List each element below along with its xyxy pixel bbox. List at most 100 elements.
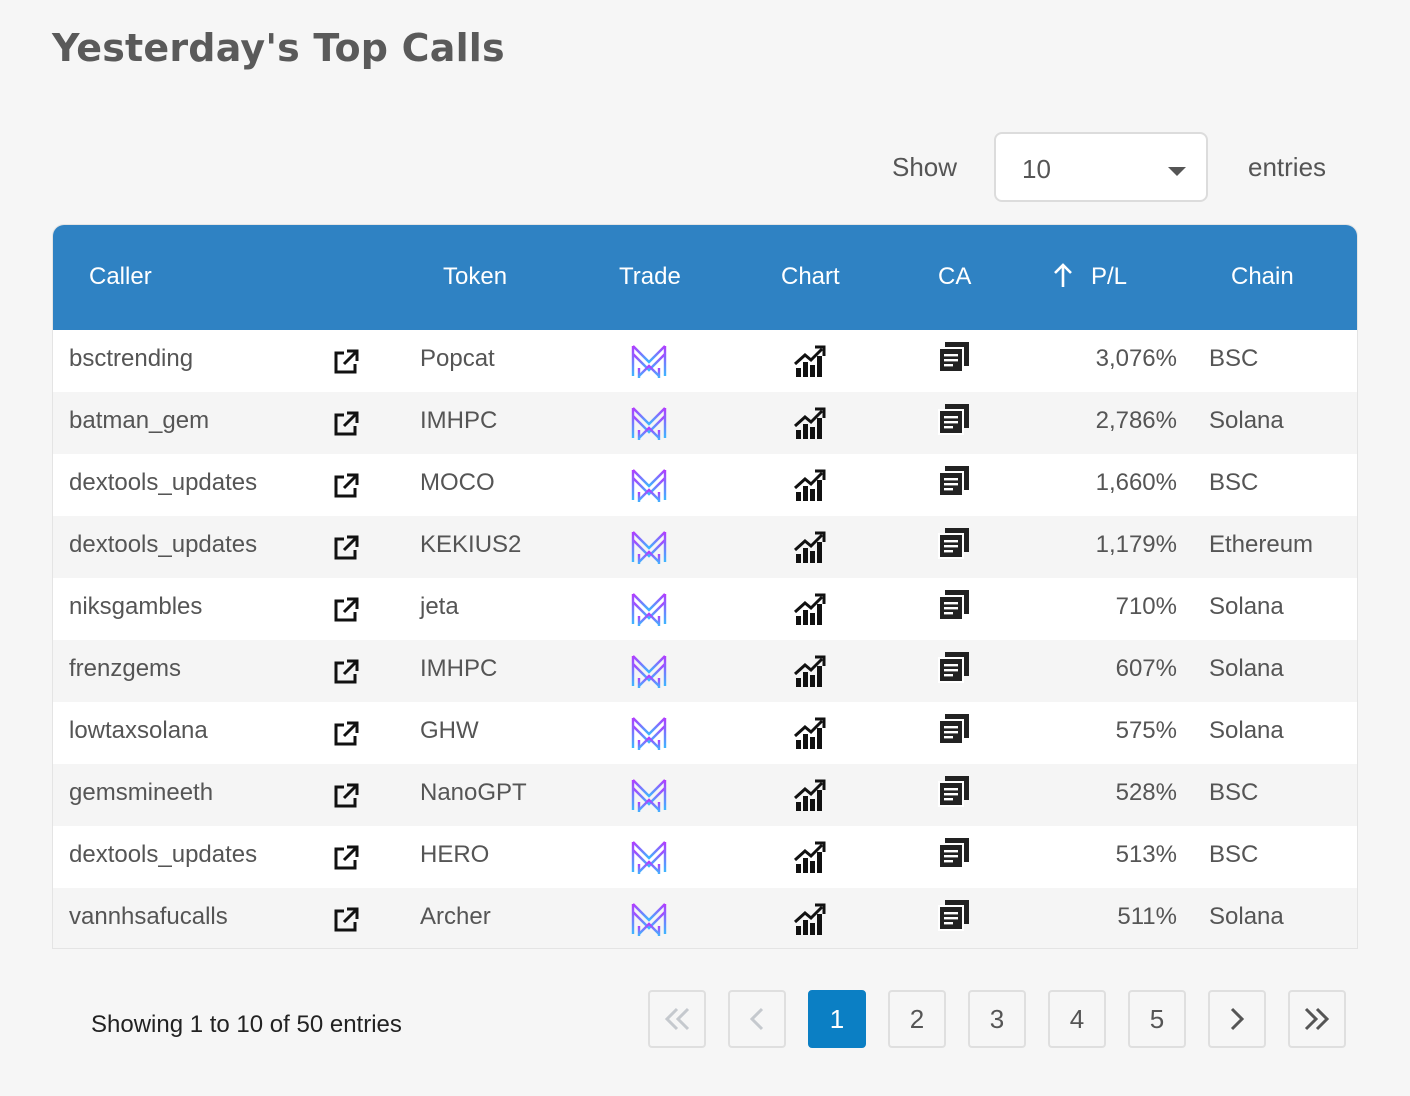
prev-page-button[interactable] (728, 990, 786, 1048)
copy-icon[interactable] (937, 774, 971, 813)
header-ca[interactable]: CA (938, 263, 972, 290)
next-page-icon (1230, 1007, 1245, 1031)
token-name: MOCO (420, 469, 495, 496)
header-token[interactable]: Token (443, 263, 508, 290)
trade-logo-icon[interactable] (629, 838, 669, 881)
trade-logo-icon[interactable] (629, 466, 669, 509)
caller-name: dextools_updates (69, 469, 258, 496)
caller-name: vannhsafucalls (69, 903, 228, 930)
external-link-icon[interactable] (332, 410, 360, 443)
first-page-button[interactable] (648, 990, 706, 1048)
pl-value: 1,179% (1095, 531, 1177, 558)
last-page-icon (1304, 1007, 1330, 1031)
external-link-icon[interactable] (332, 782, 360, 815)
token-name: IMHPC (420, 407, 498, 434)
table-row: vannhsafucalls Archer 511% Solana (53, 888, 1357, 948)
token-name: GHW (420, 717, 479, 744)
page-button-2[interactable]: 2 (888, 990, 946, 1048)
chart-growth-icon[interactable] (793, 654, 827, 693)
external-link-icon[interactable] (332, 348, 360, 381)
chain-name: BSC (1209, 345, 1259, 372)
trade-logo-icon[interactable] (629, 652, 669, 695)
external-link-icon[interactable] (332, 472, 360, 505)
token-name: NanoGPT (420, 779, 527, 806)
show-label: Show (892, 152, 958, 182)
copy-icon[interactable] (937, 340, 971, 379)
pagination-info: Showing 1 to 10 of 50 entries (91, 1011, 402, 1038)
first-page-icon (664, 1007, 690, 1031)
external-link-icon[interactable] (332, 844, 360, 877)
external-link-icon[interactable] (332, 720, 360, 753)
copy-icon[interactable] (937, 588, 971, 627)
page-button-4[interactable]: 4 (1048, 990, 1106, 1048)
table-row: dextools_updates MOCO 1,660% BSC (53, 454, 1357, 516)
table-row: dextools_updates HERO 513% BSC (53, 826, 1357, 888)
trade-logo-icon[interactable] (629, 404, 669, 447)
chain-name: Ethereum (1209, 531, 1314, 558)
header-caller[interactable]: Caller (89, 263, 152, 290)
pl-value: 528% (1115, 779, 1177, 806)
page-button-3[interactable]: 3 (968, 990, 1026, 1048)
pl-value: 1,660% (1095, 469, 1177, 496)
pl-value: 2,786% (1095, 407, 1177, 434)
trade-logo-icon[interactable] (629, 342, 669, 385)
trade-logo-icon[interactable] (629, 590, 669, 633)
external-link-icon[interactable] (332, 658, 360, 691)
chain-name: BSC (1209, 841, 1259, 868)
last-page-button[interactable] (1288, 990, 1346, 1048)
copy-icon[interactable] (937, 836, 971, 875)
chain-name: Solana (1209, 903, 1284, 930)
external-link-icon[interactable] (332, 534, 360, 567)
copy-icon[interactable] (937, 402, 971, 441)
token-name: Archer (420, 903, 491, 930)
header-trade[interactable]: Trade (619, 263, 681, 290)
copy-icon[interactable] (937, 712, 971, 751)
chain-name: Solana (1209, 717, 1284, 744)
next-page-button[interactable] (1208, 990, 1266, 1048)
chart-growth-icon[interactable] (793, 530, 827, 569)
table-row: batman_gem IMHPC 2,786% Solana (53, 392, 1357, 454)
caret-down-icon (1168, 167, 1186, 176)
pl-value: 513% (1115, 841, 1177, 868)
chart-growth-icon[interactable] (793, 468, 827, 507)
chain-name: Solana (1209, 593, 1284, 620)
entries-per-page-select[interactable]: 10 (994, 132, 1208, 202)
chart-growth-icon[interactable] (793, 344, 827, 383)
caller-name: lowtaxsolana (69, 717, 208, 744)
chain-name: BSC (1209, 469, 1259, 496)
table-row: niksgambles jeta 710% Solana (53, 578, 1357, 640)
page-button-5[interactable]: 5 (1128, 990, 1186, 1048)
external-link-icon[interactable] (332, 906, 360, 939)
pl-value: 575% (1115, 717, 1177, 744)
entries-label: entries (1248, 152, 1327, 182)
header-chart[interactable]: Chart (781, 263, 840, 290)
copy-icon[interactable] (937, 650, 971, 689)
header-chain[interactable]: Chain (1231, 263, 1294, 290)
token-name: Popcat (420, 345, 495, 372)
page-button-1[interactable]: 1 (808, 990, 866, 1048)
arrow-up-icon[interactable] (1052, 263, 1074, 296)
chart-growth-icon[interactable] (793, 902, 827, 941)
trade-logo-icon[interactable] (629, 528, 669, 571)
table-row: dextools_updates KEKIUS2 1,179% Ethereum (53, 516, 1357, 578)
trade-logo-icon[interactable] (629, 714, 669, 757)
pl-value: 511% (1117, 903, 1177, 930)
pl-value: 607% (1115, 655, 1177, 682)
header-pl[interactable]: P/L (1091, 263, 1128, 290)
copy-icon[interactable] (937, 898, 971, 937)
copy-icon[interactable] (937, 526, 971, 565)
trade-logo-icon[interactable] (629, 900, 669, 943)
table-row: gemsmineeth NanoGPT 528% BSC (53, 764, 1357, 826)
token-name: KEKIUS2 (420, 531, 522, 558)
copy-icon[interactable] (937, 464, 971, 503)
external-link-icon[interactable] (332, 596, 360, 629)
trade-logo-icon[interactable] (629, 776, 669, 819)
chart-growth-icon[interactable] (793, 778, 827, 817)
table-row: bsctrending Popcat 3,076% BSC (53, 330, 1357, 392)
chart-growth-icon[interactable] (793, 406, 827, 445)
chart-growth-icon[interactable] (793, 716, 827, 755)
chart-growth-icon[interactable] (793, 592, 827, 631)
pl-value: 710% (1115, 593, 1177, 620)
chart-growth-icon[interactable] (793, 840, 827, 879)
table-row: lowtaxsolana GHW 575% Solana (53, 702, 1357, 764)
